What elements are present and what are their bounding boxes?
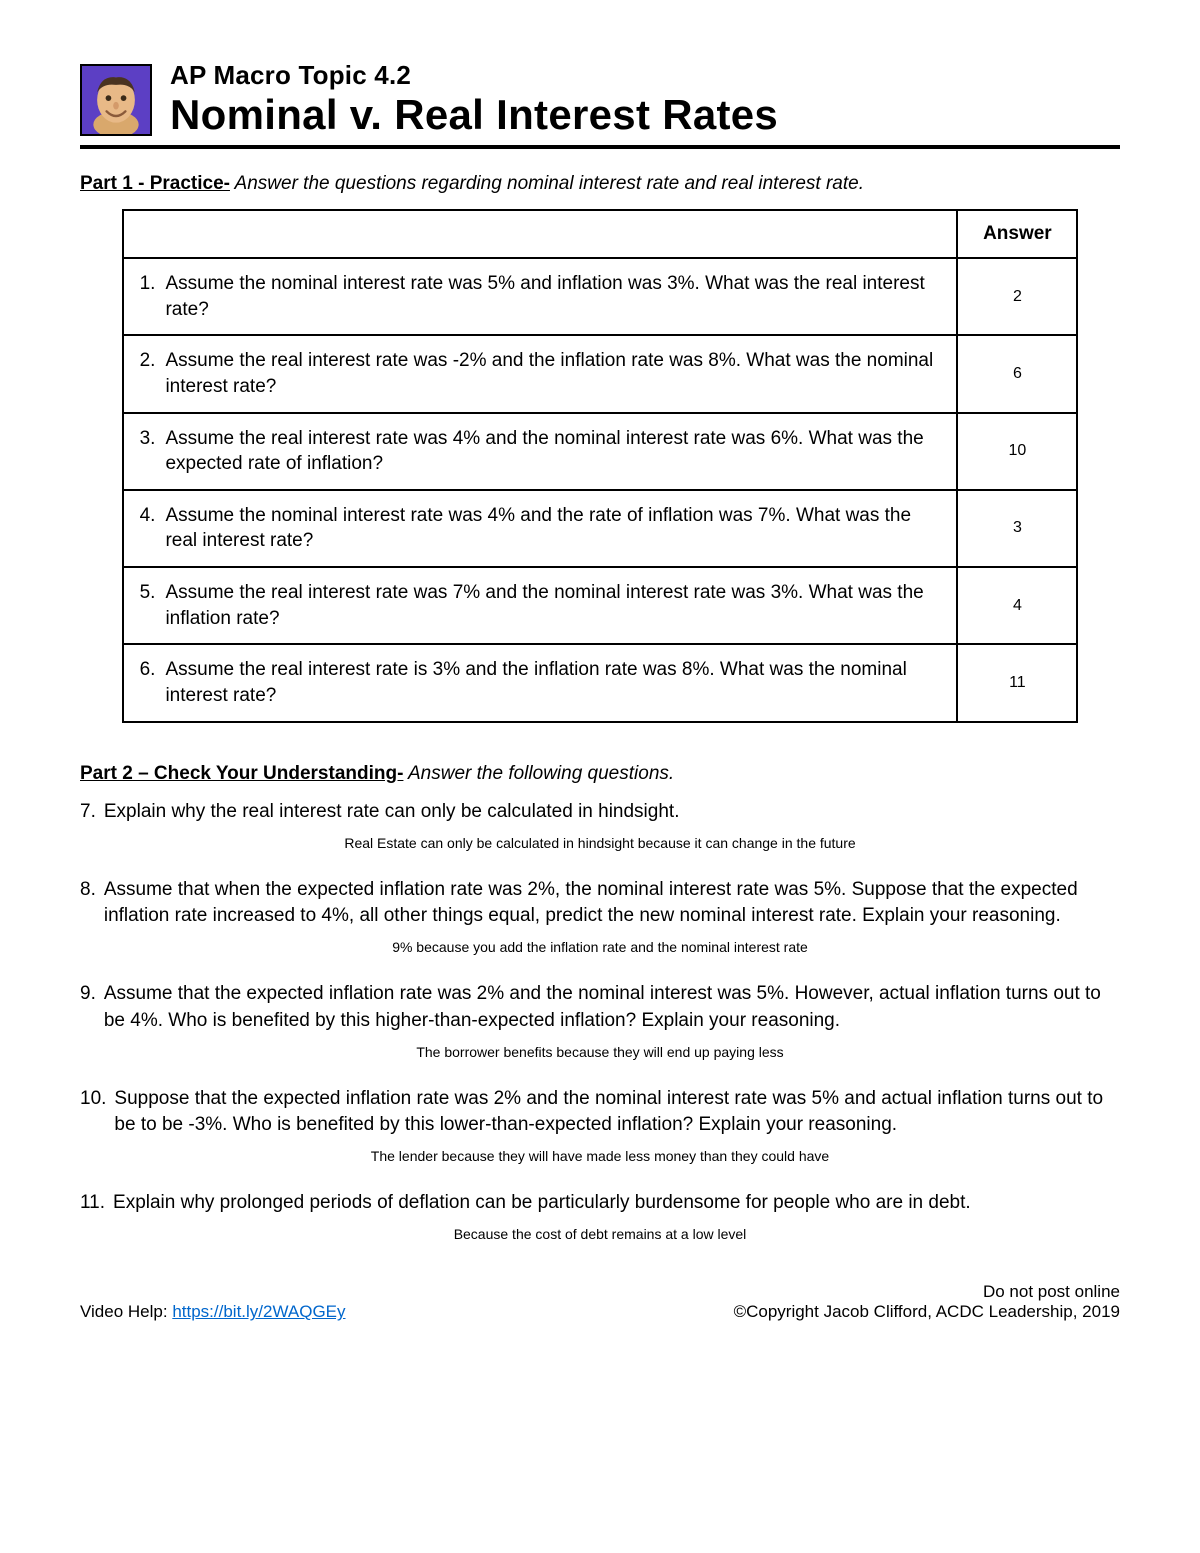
question-text: Assume the real interest rate was 4% and…: [165, 426, 940, 477]
question-number: 6.: [140, 657, 156, 708]
table-row: 6.Assume the real interest rate is 3% an…: [123, 644, 1078, 721]
question-cell: 6.Assume the real interest rate is 3% an…: [123, 644, 958, 721]
question-number: 2.: [140, 348, 156, 399]
topic-line: AP Macro Topic 4.2: [170, 60, 778, 91]
question-cell: 1.Assume the nominal interest rate was 5…: [123, 258, 958, 335]
question-block: 11. Explain why prolonged periods of defl…: [80, 1190, 1120, 1242]
header: AP Macro Topic 4.2 Nominal v. Real Inter…: [80, 60, 1120, 149]
answer-cell: 3: [957, 490, 1077, 567]
blank-header: [123, 210, 958, 258]
question-number: 10.: [80, 1086, 106, 1138]
question-number: 5.: [140, 580, 156, 631]
answer-text: The borrower benefits because they will …: [80, 1044, 1120, 1060]
question-text: Suppose that the expected inflation rate…: [114, 1086, 1120, 1138]
question-block: 10. Suppose that the expected inflation r…: [80, 1086, 1120, 1164]
answer-text: The lender because they will have made l…: [80, 1148, 1120, 1164]
question-text: Explain why prolonged periods of deflati…: [113, 1190, 971, 1216]
question-text: Explain why the real interest rate can o…: [104, 799, 680, 825]
question-block: 8.Assume that when the expected inflatio…: [80, 877, 1120, 955]
question-number: 1.: [140, 271, 156, 322]
video-link[interactable]: https://bit.ly/2WAQGEy: [172, 1302, 345, 1321]
question-text: Assume the real interest rate is 3% and …: [165, 657, 940, 708]
footer: Video Help: https://bit.ly/2WAQGEy Do no…: [80, 1282, 1120, 1322]
answer-cell: 6: [957, 335, 1077, 412]
part2-desc: Answer the following questions.: [403, 763, 674, 784]
question-text: Assume that the expected inflation rate …: [104, 981, 1120, 1033]
answer-cell: 10: [957, 413, 1077, 490]
answer-text: Real Estate can only be calculated in hi…: [80, 835, 1120, 851]
practice-table: Answer 1.Assume the nominal interest rat…: [122, 209, 1079, 723]
question-text: Assume the nominal interest rate was 5% …: [165, 271, 940, 322]
footer-line1: Do not post online: [734, 1282, 1120, 1302]
answer-cell: 11: [957, 644, 1077, 721]
part1-desc: Answer the questions regarding nominal i…: [230, 173, 864, 194]
question-cell: 4.Assume the nominal interest rate was 4…: [123, 490, 958, 567]
instructor-avatar: [80, 64, 152, 136]
question-cell: 3.Assume the real interest rate was 4% a…: [123, 413, 958, 490]
question-number: 9.: [80, 981, 96, 1033]
question-number: 4.: [140, 503, 156, 554]
answer-text: Because the cost of debt remains at a lo…: [80, 1226, 1120, 1242]
video-label: Video Help:: [80, 1302, 172, 1321]
table-row: 3.Assume the real interest rate was 4% a…: [123, 413, 1078, 490]
question-text: Assume that when the expected inflation …: [104, 877, 1120, 929]
answer-text: 9% because you add the inflation rate an…: [80, 939, 1120, 955]
part1-heading: Part 1 - Practice- Answer the questions …: [80, 173, 1120, 195]
question-cell: 2.Assume the real interest rate was -2% …: [123, 335, 958, 412]
part2-heading: Part 2 – Check Your Understanding- Answe…: [80, 763, 1120, 785]
page-title: Nominal v. Real Interest Rates: [170, 91, 778, 139]
footer-line2: ©Copyright Jacob Clifford, ACDC Leadersh…: [734, 1302, 1120, 1322]
table-row: 2.Assume the real interest rate was -2% …: [123, 335, 1078, 412]
question-cell: 5.Assume the real interest rate was 7% a…: [123, 567, 958, 644]
question-block: 7. Explain why the real interest rate can…: [80, 799, 1120, 851]
question-number: 7.: [80, 799, 96, 825]
part2-label: Part 2 – Check Your Understanding-: [80, 763, 403, 784]
answer-header: Answer: [957, 210, 1077, 258]
question-text: Assume the real interest rate was -2% an…: [165, 348, 940, 399]
question-number: 3.: [140, 426, 156, 477]
question-number: 8.: [80, 877, 96, 929]
question-number: 11.: [80, 1190, 105, 1216]
question-text: Assume the real interest rate was 7% and…: [165, 580, 940, 631]
table-row: 1.Assume the nominal interest rate was 5…: [123, 258, 1078, 335]
question-block: 9.Assume that the expected inflation rat…: [80, 981, 1120, 1059]
part1-label: Part 1 - Practice-: [80, 173, 230, 194]
question-text: Assume the nominal interest rate was 4% …: [165, 503, 940, 554]
answer-cell: 2: [957, 258, 1077, 335]
table-row: 4.Assume the nominal interest rate was 4…: [123, 490, 1078, 567]
answer-cell: 4: [957, 567, 1077, 644]
video-help: Video Help: https://bit.ly/2WAQGEy: [80, 1302, 346, 1322]
table-row: 5.Assume the real interest rate was 7% a…: [123, 567, 1078, 644]
